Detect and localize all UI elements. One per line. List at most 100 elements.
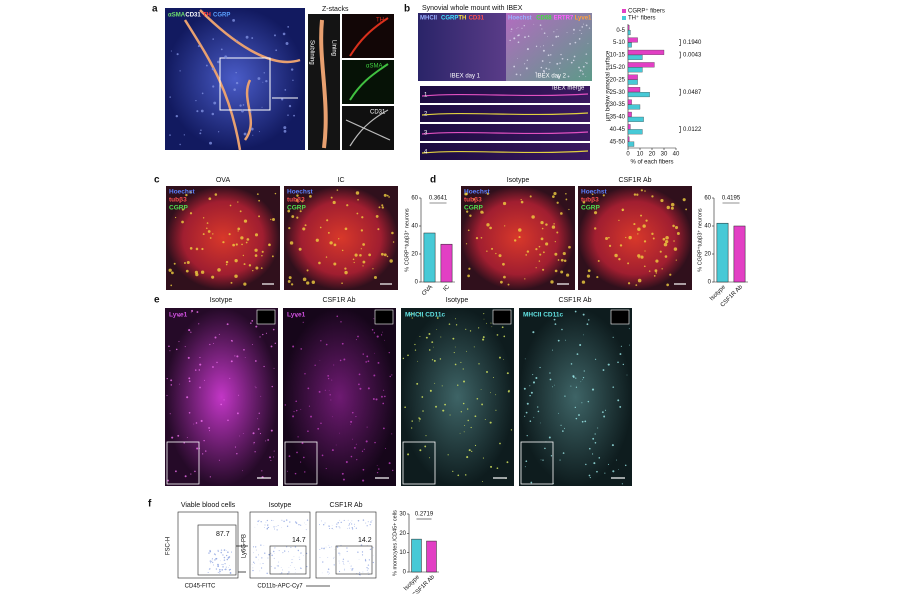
texture-dot	[564, 395, 566, 397]
texture-dot	[676, 232, 680, 235]
texture-dot	[585, 62, 587, 63]
texture-dot	[261, 557, 263, 559]
texture-dot	[510, 429, 513, 431]
texture-dot	[288, 276, 292, 280]
texture-dot	[579, 29, 581, 31]
texture-dot	[592, 437, 595, 440]
bar	[627, 92, 650, 98]
texture-dot	[338, 570, 341, 573]
texture-dot	[386, 255, 389, 258]
texture-dot	[332, 200, 336, 205]
texture-dot	[350, 565, 352, 566]
texture-dot	[392, 469, 394, 472]
texture-dot	[235, 81, 239, 85]
texture-dot	[251, 343, 253, 345]
texture-dot	[229, 377, 231, 379]
texture-dot	[270, 429, 273, 432]
texture-dot	[217, 550, 219, 552]
image-title: Isotype	[507, 177, 530, 184]
texture-dot	[563, 427, 565, 429]
texture-dot	[318, 261, 321, 265]
micrograph	[418, 13, 506, 81]
texture-dot	[290, 565, 291, 566]
texture-dot	[300, 552, 302, 554]
texture-dot	[327, 571, 329, 573]
texture-dot	[622, 363, 625, 366]
texture-dot	[188, 380, 191, 383]
y-tick-label: 10	[399, 550, 406, 556]
gate	[335, 545, 373, 575]
texture-dot	[524, 466, 526, 468]
texture-dot	[338, 552, 340, 554]
texture-dot	[265, 332, 268, 334]
roi-box	[219, 57, 271, 111]
texture-dot	[265, 440, 267, 442]
texture-dot	[258, 412, 260, 414]
x-tick-label: OVA	[421, 284, 434, 297]
texture-dot	[361, 551, 364, 553]
texture-dot	[362, 353, 364, 355]
texture-dot	[386, 194, 389, 197]
texture-dot	[350, 522, 351, 523]
texture-dot	[287, 209, 291, 213]
texture-dot	[589, 476, 591, 479]
texture-dot	[325, 256, 328, 258]
micrograph	[342, 14, 394, 58]
texture-dot	[421, 396, 424, 398]
texture-dot	[436, 329, 438, 330]
texture-dot	[218, 459, 220, 461]
fiber	[421, 150, 589, 154]
texture-dot	[351, 411, 354, 414]
texture-dot	[289, 521, 291, 523]
texture-dot	[217, 571, 219, 573]
texture-dot	[582, 379, 583, 381]
texture-dot	[404, 406, 406, 409]
texture-dot	[207, 230, 211, 233]
texture-dot	[558, 412, 560, 414]
texture-dot	[496, 334, 499, 336]
texture-dot	[380, 252, 384, 256]
micrograph	[165, 308, 278, 486]
texture-dot	[618, 257, 621, 261]
texture-dot	[224, 568, 225, 570]
texture-dot	[360, 544, 363, 546]
texture-dot	[219, 572, 221, 574]
image-title: Isotype	[210, 297, 233, 304]
texture-dot	[366, 355, 369, 358]
texture-dot	[190, 331, 192, 333]
texture-dot	[266, 572, 268, 575]
texture-dot	[642, 224, 646, 228]
texture-dot	[375, 398, 378, 401]
texture-dot	[268, 243, 271, 247]
texture-dot	[314, 364, 316, 366]
texture-dot	[284, 404, 286, 406]
texture-dot	[367, 521, 369, 523]
texture-dot	[612, 336, 614, 338]
texture-dot	[594, 433, 596, 435]
texture-dot	[358, 373, 361, 376]
texture-dot	[285, 42, 289, 45]
texture-dot	[526, 59, 528, 61]
texture-dot	[543, 71, 546, 73]
x-tick-label: 20	[649, 152, 656, 158]
texture-dot	[604, 472, 606, 474]
texture-dot	[243, 282, 247, 286]
texture-dot	[526, 250, 530, 253]
texture-dot	[362, 468, 365, 471]
y-tick-label: 25-30	[610, 90, 626, 96]
texture-dot	[484, 418, 486, 420]
texture-dot	[652, 237, 655, 240]
texture-dot	[336, 546, 339, 548]
texture-dot	[217, 565, 220, 568]
y-axis-label: μm below synovial surface	[606, 50, 612, 121]
texture-dot	[202, 217, 205, 219]
texture-dot	[256, 418, 258, 420]
texture-dot	[414, 349, 417, 351]
texture-dot	[264, 527, 265, 529]
texture-dot	[495, 394, 497, 396]
texture-dot	[460, 361, 462, 363]
texture-dot	[179, 143, 181, 146]
texture-dot	[183, 262, 186, 264]
texture-dot	[283, 126, 287, 130]
y-tick-label: 0	[415, 280, 419, 286]
